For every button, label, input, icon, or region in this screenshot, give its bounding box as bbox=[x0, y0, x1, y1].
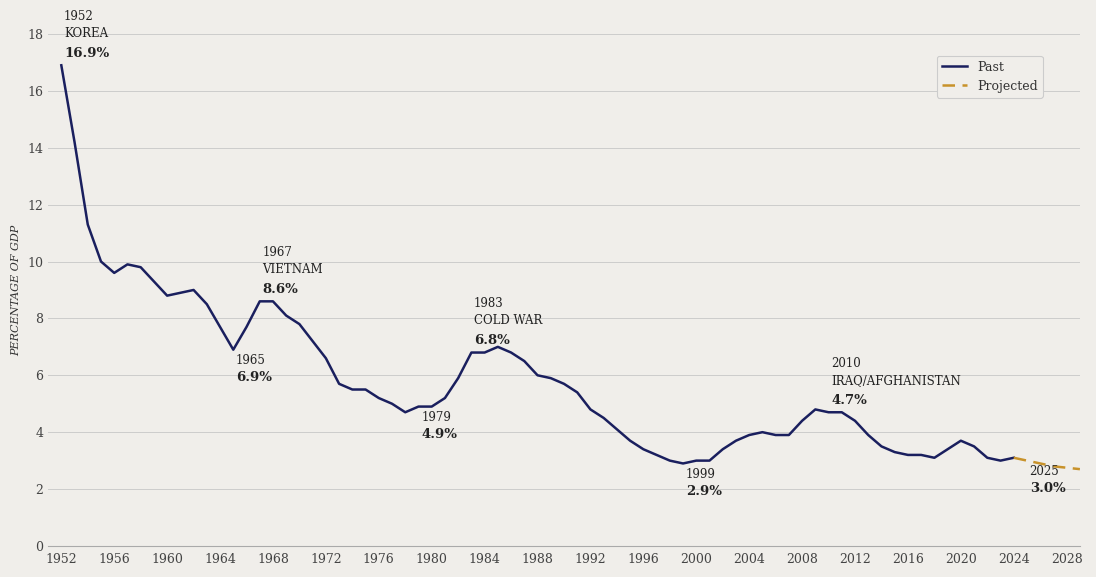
Text: 1965: 1965 bbox=[236, 354, 266, 367]
Text: 1967: 1967 bbox=[262, 246, 293, 258]
Legend: Past, Projected: Past, Projected bbox=[937, 55, 1042, 98]
Text: IRAQ/AFGHANISTAN: IRAQ/AFGHANISTAN bbox=[831, 374, 961, 387]
Text: VIETNAM: VIETNAM bbox=[262, 263, 323, 276]
Y-axis label: PERCENTAGE OF GDP: PERCENTAGE OF GDP bbox=[11, 224, 21, 355]
Text: 6.9%: 6.9% bbox=[236, 371, 272, 384]
Text: 4.7%: 4.7% bbox=[831, 394, 867, 407]
Text: 2010: 2010 bbox=[831, 357, 861, 370]
Text: 2025: 2025 bbox=[1029, 465, 1060, 478]
Text: 6.8%: 6.8% bbox=[475, 334, 510, 347]
Text: KOREA: KOREA bbox=[64, 27, 109, 40]
Text: 1999: 1999 bbox=[686, 468, 716, 481]
Text: 1952: 1952 bbox=[64, 10, 93, 23]
Text: 2.9%: 2.9% bbox=[686, 485, 721, 498]
Text: 8.6%: 8.6% bbox=[262, 283, 298, 295]
Text: 3.0%: 3.0% bbox=[1029, 482, 1065, 495]
Text: 1983: 1983 bbox=[475, 297, 504, 310]
Text: COLD WAR: COLD WAR bbox=[475, 314, 543, 327]
Text: 16.9%: 16.9% bbox=[64, 47, 110, 59]
Text: 1979: 1979 bbox=[421, 411, 450, 424]
Text: 4.9%: 4.9% bbox=[421, 428, 457, 441]
